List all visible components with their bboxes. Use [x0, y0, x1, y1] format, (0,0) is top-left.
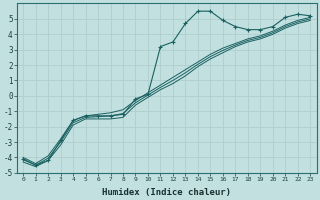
X-axis label: Humidex (Indice chaleur): Humidex (Indice chaleur)	[102, 188, 231, 197]
